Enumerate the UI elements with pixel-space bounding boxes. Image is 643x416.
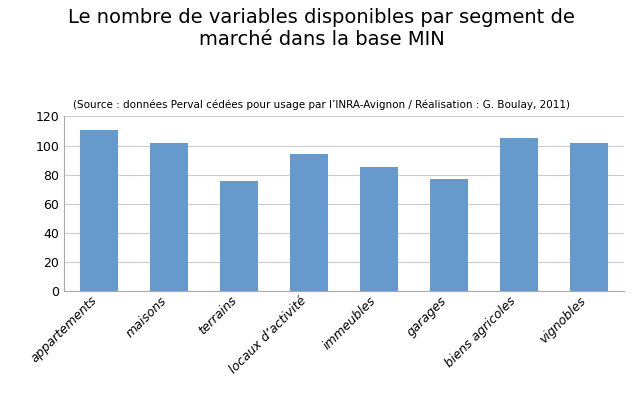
Text: (Source : données Perval cédées pour usage par l’INRA-Avignon / Réalisation : G.: (Source : données Perval cédées pour usa… [73,100,570,110]
Bar [359,168,398,291]
Bar [220,181,258,291]
Bar [430,179,468,291]
Bar [500,139,538,291]
Bar [150,143,188,291]
Bar [290,154,329,291]
Bar [570,143,608,291]
Text: Le nombre de variables disponibles par segment de
marché dans la base MIN: Le nombre de variables disponibles par s… [68,8,575,50]
Bar [80,130,118,291]
